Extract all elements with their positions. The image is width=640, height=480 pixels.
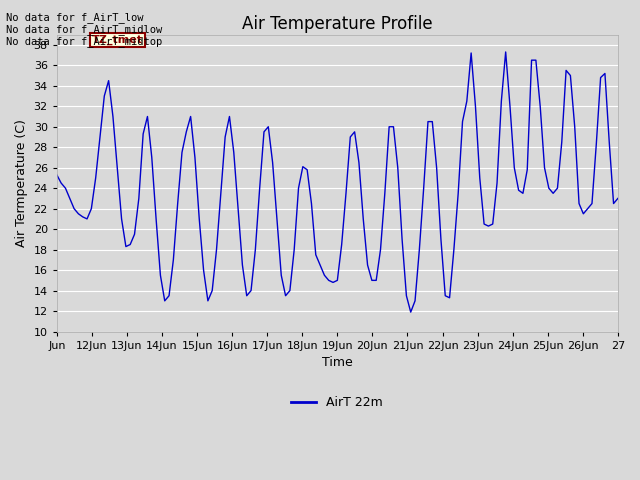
Text: TZ_tmet: TZ_tmet xyxy=(92,35,143,45)
Y-axis label: Air Termperature (C): Air Termperature (C) xyxy=(15,119,28,247)
AirT 22m xyxy=(260,129,268,135)
AirT 22m xyxy=(105,78,113,84)
Line: AirT 22m: AirT 22m xyxy=(57,52,618,312)
X-axis label: Time: Time xyxy=(322,356,353,369)
AirT 22m xyxy=(407,309,415,315)
Legend: AirT 22m: AirT 22m xyxy=(287,391,388,414)
AirT 22m xyxy=(338,241,346,247)
Title: Air Temperature Profile: Air Temperature Profile xyxy=(242,15,433,33)
Text: No data for f_AirT_midlow: No data for f_AirT_midlow xyxy=(6,24,163,35)
Text: No data for f_AirT_low: No data for f_AirT_low xyxy=(6,12,144,23)
AirT 22m xyxy=(230,149,237,155)
AirT 22m xyxy=(273,216,281,222)
AirT 22m xyxy=(614,195,621,201)
Text: No data for f_AirT_midtop: No data for f_AirT_midtop xyxy=(6,36,163,47)
AirT 22m xyxy=(484,223,492,229)
AirT 22m xyxy=(53,172,61,178)
AirT 22m xyxy=(502,49,509,55)
